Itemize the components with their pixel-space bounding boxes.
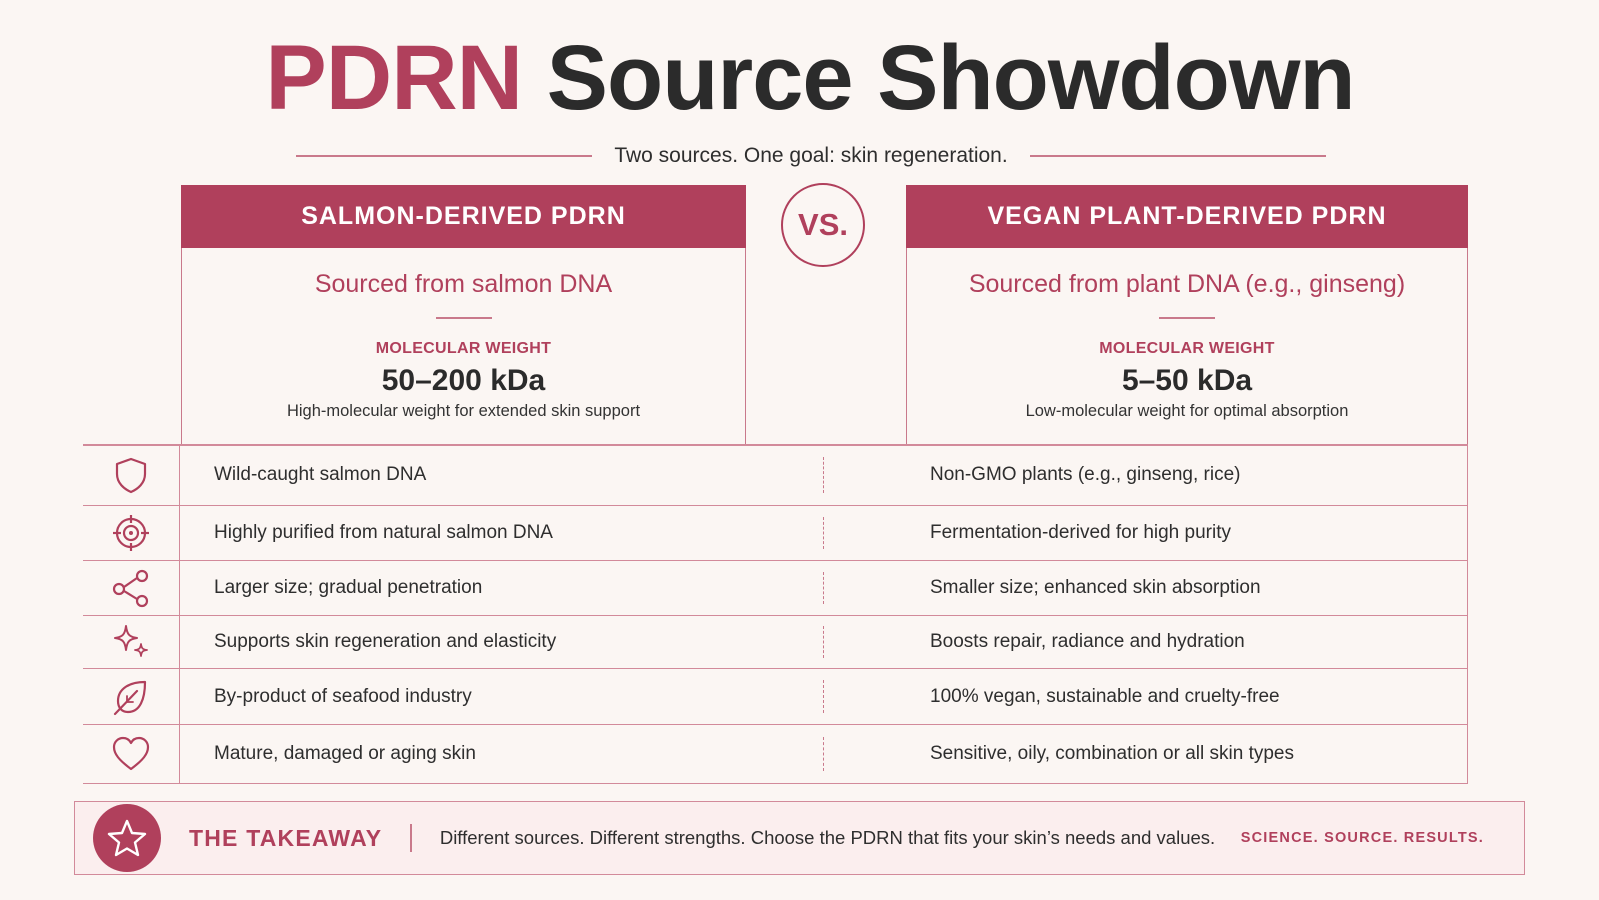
row-separator [823,516,824,550]
title-rest: Source Showdown [546,27,1356,129]
vegan-mw-value: 5–50 kDa [1121,364,1253,397]
table-row: Supports skin regeneration and elasticit… [83,616,1468,669]
row-salmon-text: Supports skin regeneration and elasticit… [214,631,557,652]
vegan-column-header: VEGAN PLANT-DERIVED PDRN [906,185,1468,248]
page-title: PDRN Source Showdown [0,27,1599,129]
salmon-mw-desc: High-molecular weight for extended skin … [286,402,641,420]
row-vegan-text: Non-GMO plants (e.g., ginseng, rice) [824,445,1468,505]
vegan-mw-label: MOLECULAR WEIGHT [1099,340,1275,357]
row-salmon-text: Highly purified from natural salmon DNA [214,522,553,543]
row-separator [823,571,824,605]
row-separator [823,736,824,772]
salmon-mw-label: MOLECULAR WEIGHT [375,340,552,357]
table-row: Wild-caught salmon DNA Non-GMO plants (e… [83,445,1468,506]
molecule-icon [112,569,149,608]
row-salmon-text: By-product of seafood industry [214,685,472,707]
takeaway-message: Different sources. Different strengths. … [439,827,1216,848]
salmon-divider [435,317,492,319]
row-salmon-text: Mature, damaged or aging skin [214,743,476,764]
row-separator [823,680,824,713]
row-vegan-text: Smaller size; enhanced skin absorption [824,561,1468,615]
takeaway-badge [93,804,161,872]
subtitle-rule-right [1029,155,1327,157]
target-icon [113,515,149,551]
takeaway-tagline: SCIENCE. SOURCE. RESULTS. [1240,830,1484,846]
vegan-divider [1159,317,1215,319]
row-vegan-text: 100% vegan, sustainable and cruelty-free [824,669,1468,724]
takeaway-divider [410,824,412,852]
takeaway-banner: THE TAKEAWAY Different sources. Differen… [74,801,1525,875]
row-separator [823,457,824,493]
row-vegan-text: Fermentation-derived for high purity [824,506,1468,560]
vegan-mw-desc: Low-molecular weight for optimal absorpt… [1025,402,1349,420]
row-salmon-text: Wild-caught salmon DNA [214,464,427,485]
salmon-summary-box: Sourced from salmon DNA MOLECULAR WEIGHT… [181,248,746,445]
subtitle: Two sources. One goal: skin regeneration… [614,144,1008,167]
takeaway-label: THE TAKEAWAY [189,824,383,851]
subtitle-row: Two sources. One goal: skin regeneration… [296,142,1327,170]
vs-badge: VS. [781,183,865,267]
salmon-mw-value: 50–200 kDa [381,364,546,397]
salmon-column-header: SALMON-DERIVED PDRN [181,185,746,248]
table-row: Larger size; gradual penetration Smaller… [83,561,1468,616]
leaf-icon [113,680,147,715]
vegan-sourced: Sourced from plant DNA (e.g., ginseng) [968,270,1406,298]
title-accent: PDRN [265,27,523,129]
sparkle-icon [114,625,148,657]
subtitle-rule-left [296,155,593,157]
salmon-sourced: Sourced from salmon DNA [314,270,613,298]
shield-icon [115,457,147,494]
heart-icon [112,736,150,771]
row-salmon-text: Larger size; gradual penetration [214,577,483,598]
row-vegan-text: Boosts repair, radiance and hydration [824,616,1468,668]
table-row: Highly purified from natural salmon DNA … [83,506,1468,561]
comparison-table: Wild-caught salmon DNA Non-GMO plants (e… [83,445,1468,784]
table-top-rule [83,444,1468,446]
table-row: By-product of seafood industry 100% vega… [83,669,1468,725]
table-row: Mature, damaged or aging skin Sensitive,… [83,725,1468,784]
vegan-summary-box: Sourced from plant DNA (e.g., ginseng) M… [906,248,1468,445]
row-vegan-text: Sensitive, oily, combination or all skin… [824,725,1468,783]
star-icon [107,819,147,857]
row-separator [823,626,824,658]
